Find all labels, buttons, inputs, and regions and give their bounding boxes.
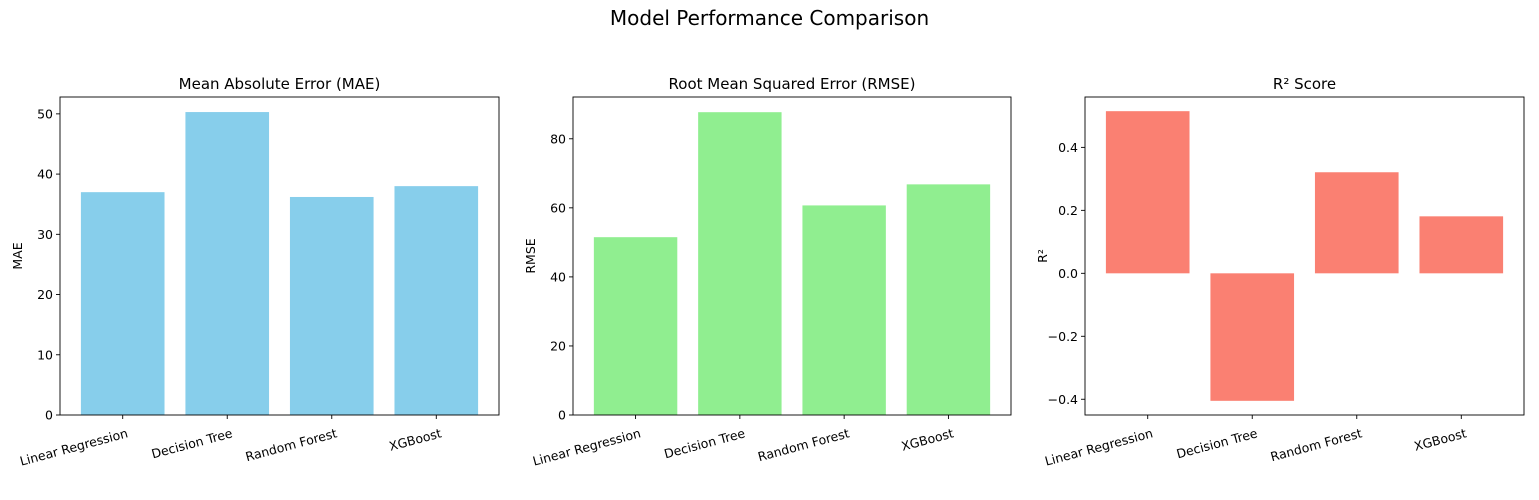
y-tick-label: 0.0 [1058, 266, 1078, 281]
y-tick-label: 30 [37, 227, 53, 242]
y-tick-label: 40 [550, 269, 566, 284]
bar-linear-regression [1105, 111, 1190, 274]
x-tick-label: XGBoost [1412, 425, 1468, 453]
y-tick-label: 80 [550, 131, 566, 146]
x-tick-label: Linear Regression [18, 425, 129, 468]
y-tick-label: −0.2 [1048, 329, 1078, 344]
y-tick-label: 0.4 [1058, 140, 1078, 155]
bar-xgboost [906, 184, 991, 415]
x-tick-label: Random Forest [756, 425, 851, 464]
axes-frame [572, 96, 1012, 416]
x-tick-label: Decision Tree [662, 425, 747, 461]
x-tick-label: Decision Tree [150, 425, 235, 461]
bar-decision-tree [698, 112, 782, 415]
y-tick-label: 20 [37, 287, 53, 302]
x-tick-label: Linear Regression [531, 425, 642, 468]
y-tick-label: 50 [37, 106, 53, 121]
chart-title: Root Mean Squared Error (RMSE) [669, 75, 916, 93]
y-tick-label: 0 [558, 408, 566, 423]
x-tick-label: Random Forest [1269, 425, 1364, 464]
chart-title: R² Score [1273, 75, 1336, 93]
bar-decision-tree [185, 112, 270, 415]
axes-frame [1084, 96, 1525, 416]
bar-linear-regression [80, 192, 165, 415]
bar-random-forest [802, 205, 886, 415]
y-axis-label: MAE [10, 242, 25, 269]
y-axis-label: R² [1035, 249, 1050, 263]
y-tick-label: 60 [550, 200, 566, 215]
bar-decision-tree [1210, 273, 1295, 401]
x-tick-label: XGBoost [387, 425, 443, 453]
y-tick-label: 20 [550, 338, 566, 353]
x-tick-label: Decision Tree [1175, 425, 1260, 461]
bar-random-forest [289, 196, 374, 415]
figure-title: Model Performance Comparison [609, 6, 930, 30]
x-tick-label: XGBoost [900, 425, 956, 453]
y-tick-label: 0.2 [1058, 203, 1078, 218]
y-tick-label: −0.4 [1048, 392, 1078, 407]
axes-frame [59, 96, 500, 416]
bar-xgboost [1419, 216, 1504, 274]
y-tick-label: 0 [45, 408, 53, 423]
bar-random-forest [1314, 172, 1399, 274]
bar-linear-regression [593, 237, 678, 415]
chart-title: Mean Absolute Error (MAE) [179, 75, 381, 93]
bar-xgboost [394, 186, 479, 415]
y-tick-label: 40 [37, 167, 53, 182]
y-axis-label: RMSE [523, 238, 538, 273]
x-tick-label: Linear Regression [1043, 425, 1154, 468]
chart-1: 0 10 20 30 40 50 Linear Regression Decision Tre… [10, 75, 500, 469]
chart-3: −0.4 −0.2 0.0 0.2 0.4 Linear Regression Decisi… [1035, 75, 1525, 469]
x-tick-label: Random Forest [244, 425, 339, 464]
y-tick-label: 10 [37, 347, 53, 362]
